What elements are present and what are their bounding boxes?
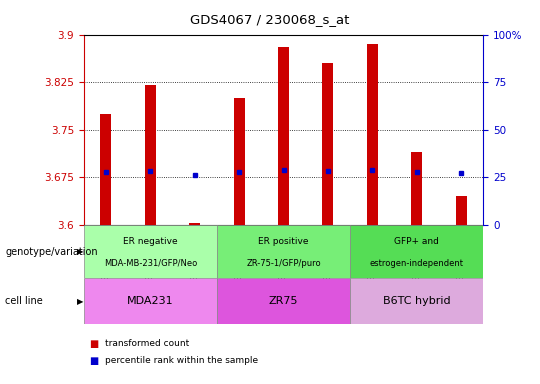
Text: estrogen-independent: estrogen-independent xyxy=(370,259,464,268)
Text: ZR75: ZR75 xyxy=(269,296,298,306)
Text: ▶: ▶ xyxy=(77,247,83,256)
Bar xyxy=(189,223,200,225)
Bar xyxy=(367,44,378,225)
Bar xyxy=(234,98,245,225)
Bar xyxy=(411,152,422,225)
Bar xyxy=(84,278,217,324)
Text: ▶: ▶ xyxy=(77,297,83,306)
Bar xyxy=(217,225,350,278)
Text: cell line: cell line xyxy=(5,296,43,306)
Bar xyxy=(322,63,334,225)
Bar xyxy=(278,47,289,225)
Text: GDS4067 / 230068_s_at: GDS4067 / 230068_s_at xyxy=(190,13,350,26)
Bar xyxy=(84,225,217,278)
Text: ■: ■ xyxy=(89,356,98,366)
Text: genotype/variation: genotype/variation xyxy=(5,247,98,257)
Bar xyxy=(145,85,156,225)
Bar xyxy=(217,278,350,324)
Text: ZR-75-1/GFP/puro: ZR-75-1/GFP/puro xyxy=(246,259,321,268)
Bar xyxy=(350,278,483,324)
Text: GFP+ and: GFP+ and xyxy=(394,237,439,247)
Text: ER positive: ER positive xyxy=(258,237,309,247)
Text: B6TC hybrid: B6TC hybrid xyxy=(383,296,450,306)
Bar xyxy=(100,114,111,225)
Text: percentile rank within the sample: percentile rank within the sample xyxy=(105,356,259,366)
Text: ER negative: ER negative xyxy=(123,237,178,247)
Bar xyxy=(456,196,467,225)
Text: MDA-MB-231/GFP/Neo: MDA-MB-231/GFP/Neo xyxy=(104,259,197,268)
Text: MDA231: MDA231 xyxy=(127,296,174,306)
Bar xyxy=(350,225,483,278)
Text: transformed count: transformed count xyxy=(105,339,190,348)
Text: ■: ■ xyxy=(89,339,98,349)
